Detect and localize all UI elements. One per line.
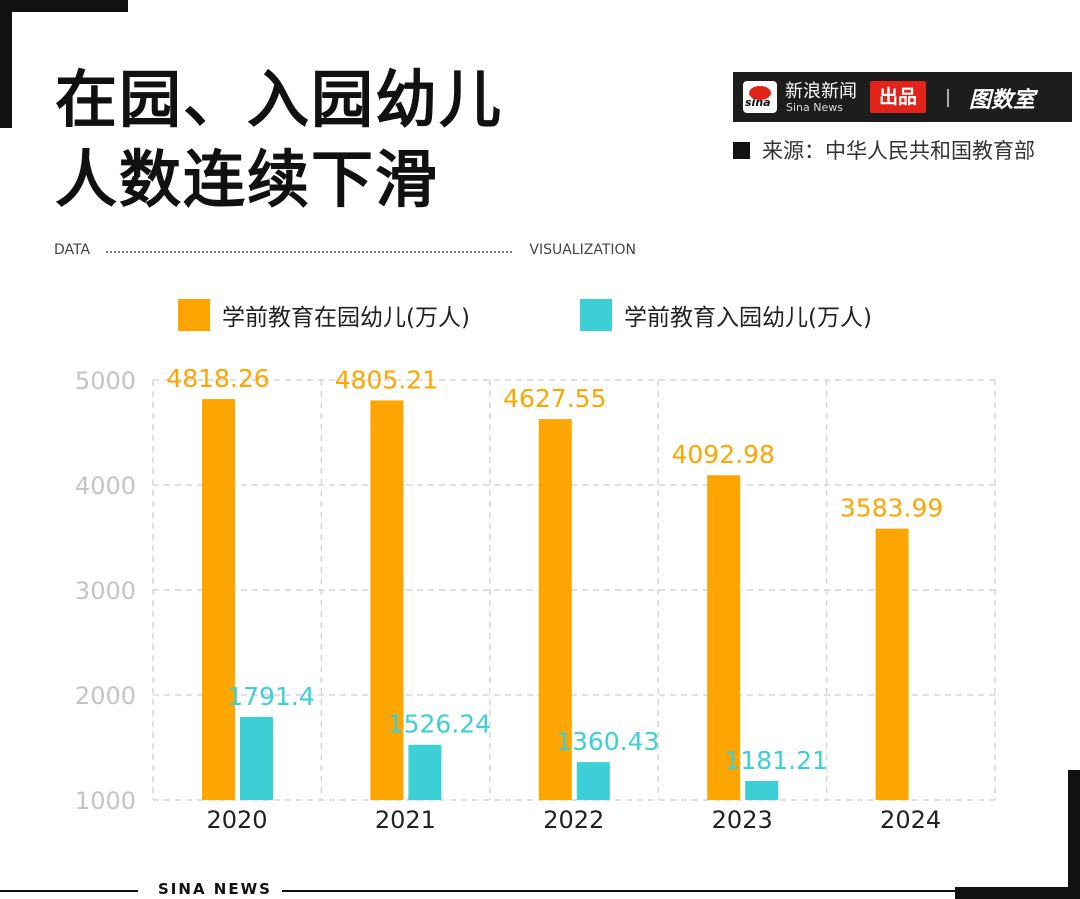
dotted-divider: [106, 251, 512, 253]
data-label-enrolled: 4092.98: [672, 440, 775, 469]
footer-line-left: [0, 890, 138, 892]
legend-label-enrolled: 学前教育在园幼儿(万人): [222, 305, 470, 331]
x-tick-label: 2023: [712, 806, 773, 834]
data-label-enrolled: 4818.26: [166, 364, 269, 393]
visualization-label: VISUALIZATION: [529, 242, 636, 258]
page-title: 在园、入园幼儿 人数连续下滑: [55, 60, 503, 220]
y-tick-label: 2000: [75, 682, 136, 710]
bar-new-entrants: [745, 780, 779, 800]
x-tick-label: 2021: [375, 806, 436, 834]
source-text: 来源：中华人民共和国教育部: [762, 139, 1035, 163]
y-tick-label: 1000: [75, 787, 136, 815]
data-label-enrolled: 3583.99: [840, 494, 943, 523]
sina-logo-text: sina: [745, 96, 771, 109]
y-tick-label: 4000: [75, 472, 136, 500]
corner-top-left-vertical: [0, 0, 12, 128]
x-tick-label: 2020: [206, 806, 267, 834]
sina-eye-icon: [749, 86, 771, 100]
brand-right-logo: 图数室: [969, 88, 1036, 113]
source-note: 来源：中华人民共和国教育部: [733, 136, 1053, 166]
source-square-icon: [733, 142, 750, 159]
title-line-1: 在园、入园幼儿: [55, 63, 504, 136]
brand-separator: [947, 89, 949, 107]
bar-new-entrants: [240, 716, 273, 800]
bar-enrolled: [707, 475, 741, 800]
bar-new-entrants: [408, 744, 442, 800]
sina-logo-icon: sina: [743, 81, 777, 113]
data-label-enrolled: 4627.55: [503, 384, 606, 413]
x-tick-label: 2022: [543, 806, 604, 834]
footer-line-right: [282, 890, 962, 892]
legend-swatch-new-entrants: [580, 299, 612, 331]
legend-item-enrolled: 学前教育在园幼儿(万人): [178, 298, 470, 334]
bar-enrolled: [538, 419, 572, 800]
brand-name-cn: 新浪新闻: [785, 81, 857, 102]
data-visualization-divider: DATA VISUALIZATION: [54, 242, 636, 260]
bar-enrolled: [370, 400, 404, 800]
data-label: DATA: [54, 242, 91, 258]
corner-bottom-right-vertical: [1068, 770, 1080, 899]
footer-brand: SINA NEWS: [158, 880, 272, 898]
legend-label-new-entrants: 学前教育入园幼儿(万人): [624, 305, 872, 331]
data-label-new-entrants: 1526.24: [388, 710, 491, 739]
data-label-new-entrants: 1360.43: [556, 727, 659, 756]
bar-enrolled: [875, 528, 909, 800]
brand-badge: 出品: [870, 81, 926, 113]
data-label-new-entrants: 1181.21: [725, 746, 828, 775]
y-tick-label: 3000: [75, 577, 136, 605]
brand-bar: sina 新浪新闻 Sina News 出品 图数室: [733, 72, 1072, 122]
brand-name-en: Sina News: [786, 101, 843, 114]
bar-enrolled: [202, 399, 235, 800]
legend-item-new-entrants: 学前教育入园幼儿(万人): [580, 298, 872, 334]
title-line-2: 人数连续下滑: [55, 143, 440, 216]
x-tick-label: 2024: [880, 806, 941, 834]
y-tick-label: 5000: [75, 367, 136, 395]
corner-top-left-horizontal: [0, 0, 128, 12]
corner-bottom-right-horizontal: [955, 887, 1080, 899]
data-label-enrolled: 4805.21: [335, 365, 438, 394]
data-label-new-entrants: 1791.4: [227, 682, 314, 711]
bar-new-entrants: [576, 762, 610, 800]
legend-swatch-enrolled: [178, 299, 210, 331]
